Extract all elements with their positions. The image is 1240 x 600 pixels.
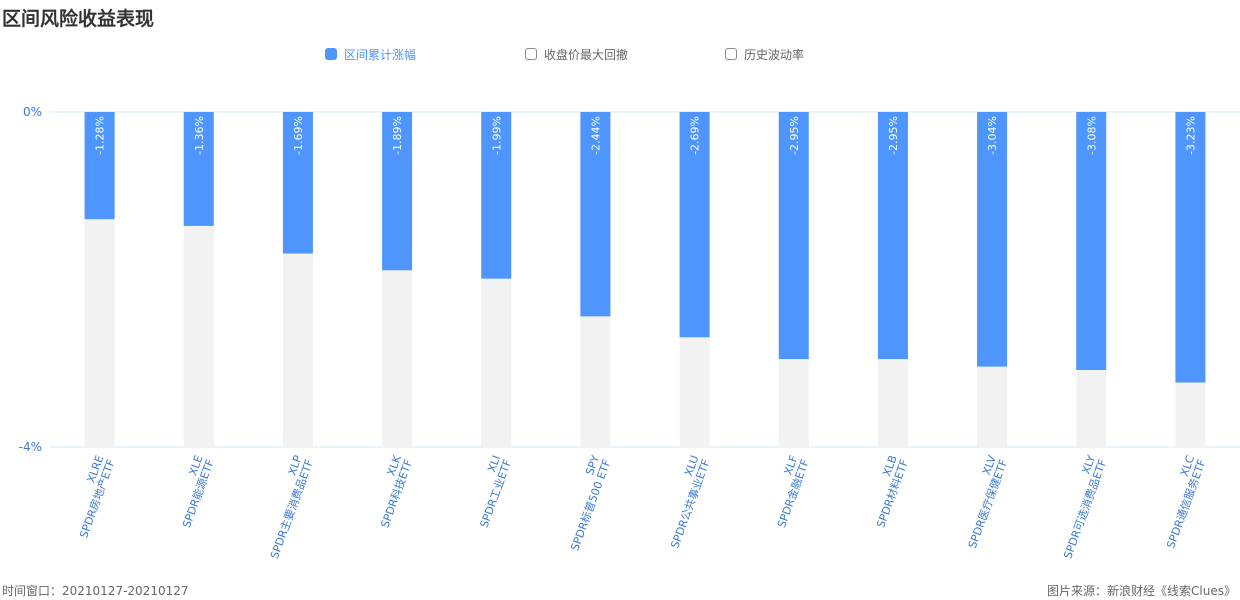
chart-legend: 区间累计涨幅 收盘价最大回撤 历史波动率 (0, 44, 1240, 64)
bar (580, 112, 611, 317)
bar (481, 112, 512, 279)
bar-data-label: -1.69% (292, 116, 305, 155)
bar-data-label: -1.28% (94, 116, 107, 155)
time-window-note: 时间窗口：20210127-20210127 (2, 584, 189, 598)
bar (1175, 112, 1206, 383)
y-tick-label: 0% (23, 105, 42, 119)
bar-data-label: -3.23% (1184, 116, 1197, 155)
bar-data-label: -2.95% (788, 116, 801, 155)
bar (183, 112, 214, 226)
x-tick-code: XLY (1079, 453, 1098, 475)
bar-data-label: -3.04% (986, 116, 999, 155)
legend-label: 历史波动率 (744, 47, 805, 62)
bar (877, 112, 908, 360)
bar-data-label: -2.69% (689, 116, 702, 155)
bar (977, 112, 1008, 367)
bar (382, 112, 413, 271)
bar (1076, 112, 1107, 370)
legend-label: 区间累计涨幅 (344, 47, 417, 62)
bar-data-label: -2.95% (887, 116, 900, 155)
x-tick-code: XLF (782, 454, 801, 477)
x-tick-code: XLI (485, 454, 503, 474)
bar-data-label: -1.99% (490, 116, 503, 155)
legend-item-max-drawdown[interactable]: 收盘价最大回撤 (525, 44, 628, 64)
chart-title: 区间风险收益表现 (2, 8, 155, 30)
bar (84, 112, 115, 220)
bar-data-label: -1.89% (391, 116, 404, 155)
image-source-note: 图片来源：新浪财经《线索Clues》 (1047, 584, 1236, 598)
bar-data-label: -1.36% (193, 116, 206, 155)
bar-data-label: -3.08% (1085, 116, 1098, 155)
legend-label: 收盘价最大回撤 (544, 47, 629, 62)
bar (679, 112, 710, 338)
bar-data-label: -2.44% (589, 116, 602, 155)
legend-swatch-icon (325, 48, 337, 60)
bar (778, 112, 809, 360)
legend-swatch-icon (525, 48, 537, 60)
legend-swatch-icon (725, 48, 737, 60)
legend-item-cumulative-return[interactable]: 区间累计涨幅 (325, 44, 416, 64)
y-tick-label: -4% (19, 440, 42, 454)
bar (282, 112, 313, 254)
legend-item-volatility[interactable]: 历史波动率 (725, 44, 804, 64)
